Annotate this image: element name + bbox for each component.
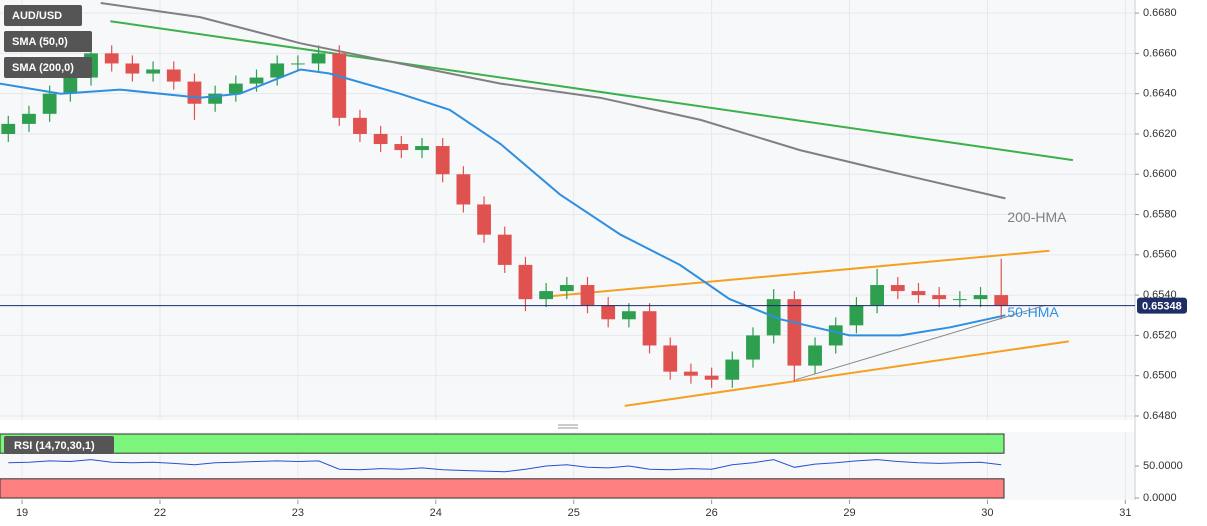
- rsi-title: RSI (14,70,30,1): [14, 440, 95, 452]
- candle-body: [973, 295, 988, 300]
- candle-body: [870, 285, 885, 306]
- candle-body: [663, 345, 678, 372]
- trendline: [540, 249, 1050, 299]
- candle-body: [311, 53, 326, 64]
- x-tick-label: 19: [16, 507, 28, 519]
- candle-body: [146, 69, 160, 74]
- candle-body: [456, 174, 471, 205]
- x-tick-label: 29: [843, 507, 855, 519]
- candle-body: [208, 93, 223, 104]
- candle-body: [290, 63, 305, 65]
- candle-body: [828, 325, 843, 346]
- candle-body: [415, 146, 429, 151]
- y-tick-label: 0.6600: [1143, 168, 1177, 180]
- candle-body: [187, 81, 202, 104]
- legend-label: AUD/USD: [12, 10, 62, 22]
- candle-body: [787, 299, 802, 366]
- price-panel: [0, 0, 1135, 420]
- rsi-title-box: [4, 436, 114, 454]
- candle-body: [684, 371, 698, 376]
- y-tick-label: 0.6520: [1143, 329, 1177, 341]
- candle-body: [125, 63, 140, 74]
- candle-body: [353, 117, 367, 134]
- candle-body: [994, 295, 1009, 306]
- candle-body: [332, 53, 347, 118]
- candle-body: [725, 359, 740, 380]
- candle-body: [642, 311, 657, 346]
- x-tick-label: 26: [705, 507, 717, 519]
- x-tick-label: 25: [568, 507, 580, 519]
- candle-body: [621, 311, 636, 320]
- y-tick-label: 0.6640: [1143, 88, 1177, 100]
- last-price-box: [1137, 297, 1187, 314]
- y-tick-label: 0.6480: [1143, 410, 1177, 422]
- candle-body: [373, 133, 388, 145]
- candle-body: [228, 83, 243, 94]
- marks: [0, 2, 1074, 499]
- y-tick-label: 0.6620: [1143, 128, 1177, 140]
- ma-line: [100, 2, 1006, 200]
- overlay: 50-HMA 200-HMA 0.65348 AUD/USD SMA (50,0) SMA…: [0, 5, 1187, 454]
- candle-body: [559, 285, 574, 292]
- candle-body: [890, 285, 905, 292]
- x-tick-label: 24: [430, 507, 442, 519]
- y-tick-label: 0.6580: [1143, 208, 1177, 220]
- legend-box: [4, 57, 92, 78]
- candle-body: [539, 291, 554, 300]
- trendline: [795, 304, 1046, 381]
- legend-box: [4, 31, 92, 52]
- rsi-tick-label: 50.0000: [1143, 460, 1183, 472]
- candle-body: [249, 77, 264, 84]
- candle-body: [477, 204, 491, 235]
- candle-body: [911, 291, 926, 296]
- last-price-label: 0.65348: [1142, 300, 1182, 312]
- candle-body: [746, 335, 760, 360]
- candle-body: [63, 77, 78, 94]
- candle-body: [849, 305, 864, 326]
- candle-body: [580, 285, 595, 306]
- ma-line: [0, 68, 1006, 337]
- candle-body: [808, 345, 822, 366]
- candle-body: [497, 234, 512, 265]
- overbought-zone: [0, 433, 1005, 454]
- x-tick-label: 31: [1119, 507, 1131, 519]
- trendline: [110, 20, 1074, 162]
- x-tick-label: 30: [981, 507, 993, 519]
- candle-body: [42, 93, 57, 114]
- candle-body: [394, 144, 409, 151]
- candle-body: [435, 146, 450, 175]
- y-tick-label: 0.6500: [1143, 370, 1177, 382]
- candle-body: [104, 53, 119, 64]
- legend-label: SMA (200,0): [12, 62, 74, 74]
- candle-body: [601, 305, 616, 320]
- legend-box: [4, 5, 82, 26]
- series-label: 50-HMA: [1007, 304, 1059, 320]
- y-tick-label: 0.6680: [1143, 7, 1177, 19]
- rsi-line: [8, 459, 1002, 473]
- candle-body: [952, 299, 967, 301]
- grid: 0.64800.65000.65200.65400.65600.65800.66…: [0, 0, 1183, 519]
- candle-body: [1, 123, 16, 134]
- x-tick-label: 23: [292, 507, 304, 519]
- panel-divider: [558, 424, 578, 429]
- series-label: 200-HMA: [1007, 209, 1067, 225]
- candle-body: [166, 69, 181, 82]
- legend-label: SMA (50,0): [12, 36, 68, 48]
- candle-body: [932, 295, 947, 300]
- rsi-tick-label: 0.0000: [1143, 492, 1177, 504]
- candle-body: [270, 63, 285, 78]
- x-tick-label: 22: [154, 507, 166, 519]
- candle-body: [704, 375, 719, 380]
- candle-body: [518, 264, 533, 300]
- candle-body: [22, 113, 36, 124]
- oversold-zone: [0, 478, 1005, 499]
- trendline: [624, 340, 1069, 407]
- y-tick-label: 0.6560: [1143, 249, 1177, 261]
- y-tick-label: 0.6660: [1143, 47, 1177, 59]
